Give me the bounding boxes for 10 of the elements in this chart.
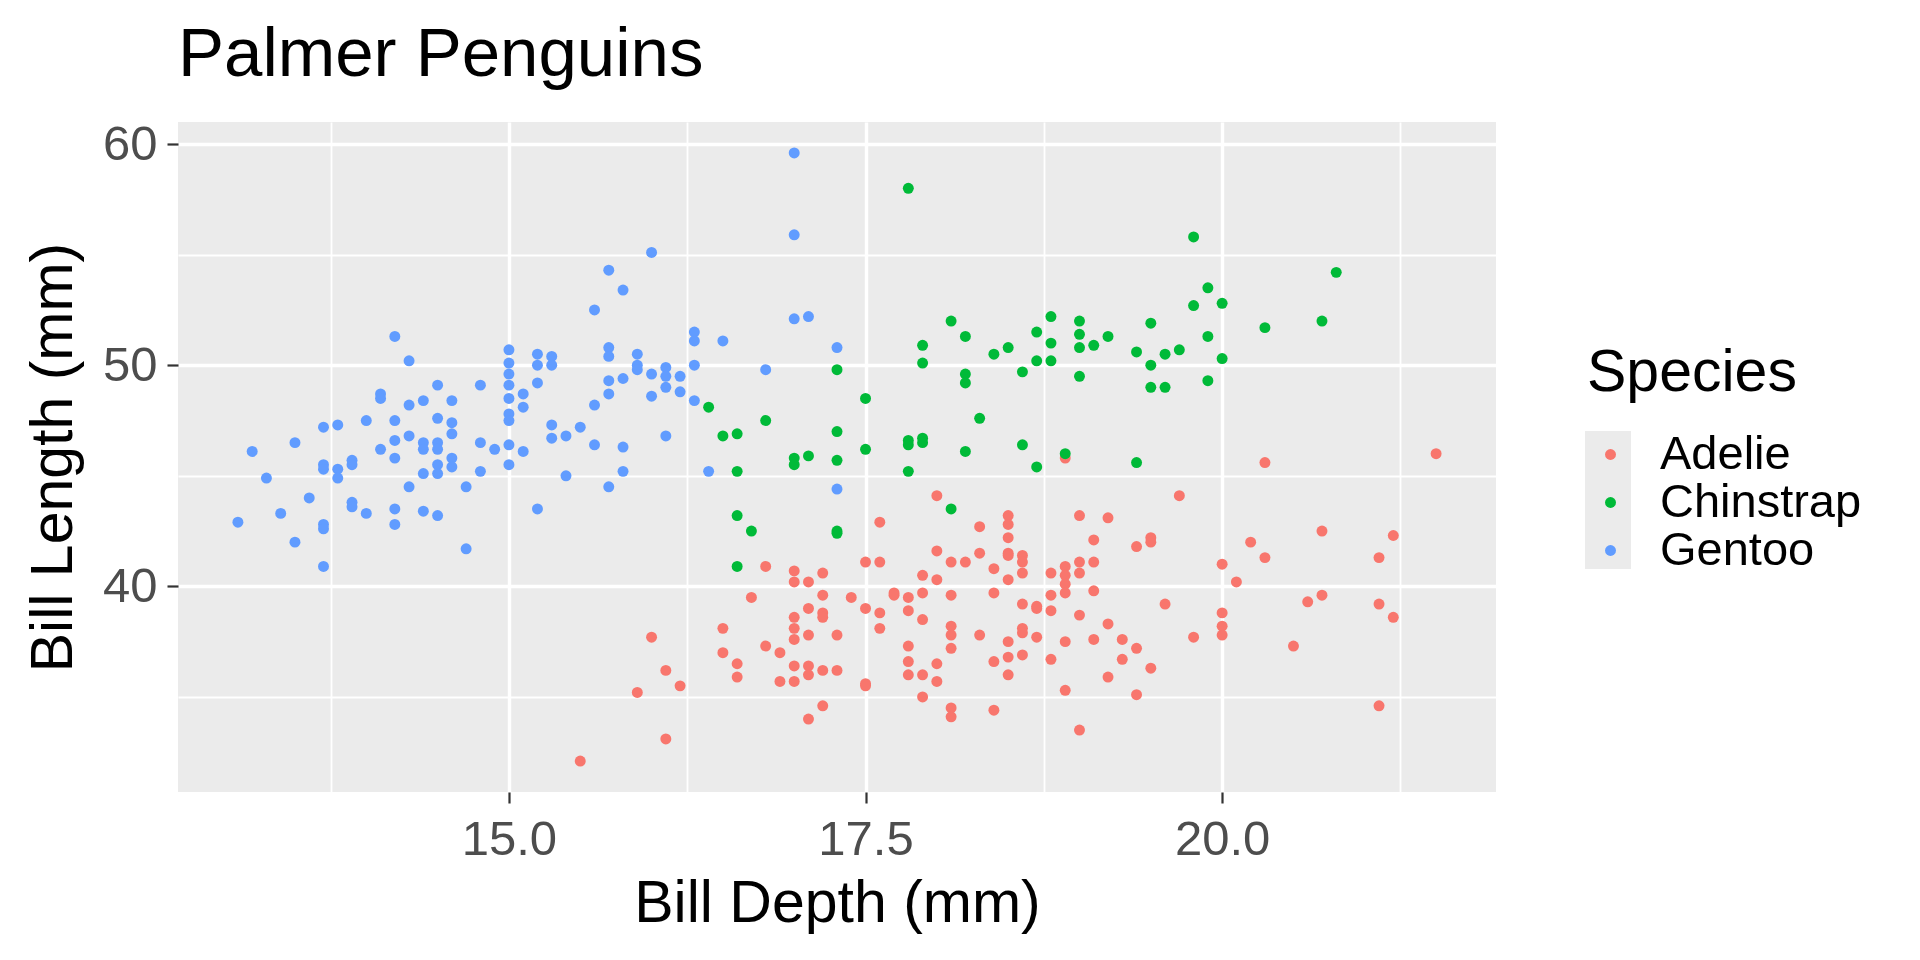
legend-title: Species (1587, 338, 1797, 404)
y-tick-label: 40 (102, 557, 158, 612)
x-axis-title: Bill Depth (mm) (634, 868, 1041, 935)
x-tick-label: 20.0 (1174, 810, 1271, 865)
y-tick-label: 50 (102, 336, 158, 391)
x-tick-label: 17.5 (818, 810, 914, 865)
chart-title: Palmer Penguins (178, 14, 704, 92)
x-tick-label: 15.0 (461, 810, 558, 865)
y-axis-title: Bill Length (mm) (19, 242, 85, 673)
y-tick-label: 60 (102, 115, 158, 170)
